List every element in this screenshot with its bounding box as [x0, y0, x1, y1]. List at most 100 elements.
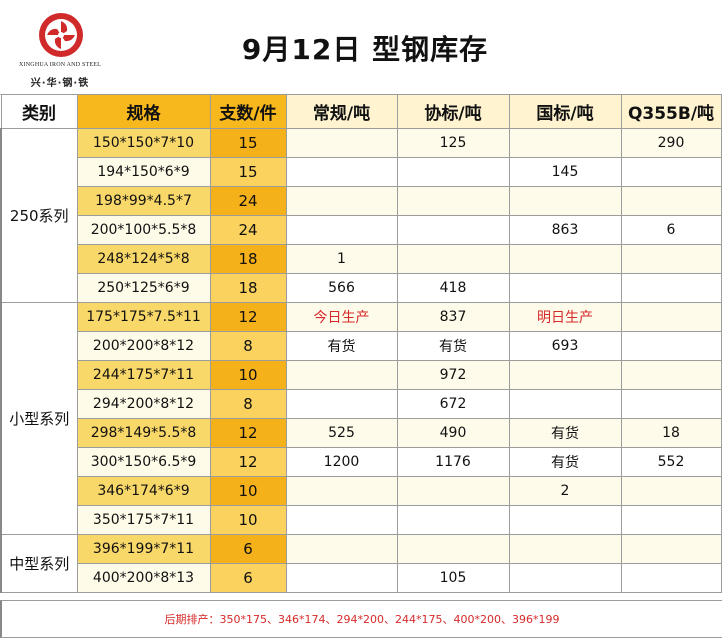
spec-cell: 396*199*7*11 — [76, 534, 211, 564]
footer-note: 后期排产：350*175、346*174、294*200、244*175、400… — [0, 600, 722, 638]
q355b-cell — [620, 389, 722, 419]
page-title: 9月12日 型钢库存 — [241, 33, 489, 66]
spec-cell: 200*100*5.5*8 — [76, 215, 211, 245]
header-q355b: Q355B/吨 — [620, 94, 722, 129]
q355b-cell — [620, 505, 722, 535]
header-row: 类别 规格 支数/件 常规/吨 协标/吨 国标/吨 Q355B/吨 — [0, 94, 722, 129]
table-row: 250系列 150*150*7*10 15 125 290 — [0, 128, 722, 303]
national-cell: 有货 — [508, 447, 622, 477]
national-cell: 有货 — [508, 418, 622, 448]
regular-cell: 1 — [285, 244, 398, 274]
spec-cell: 198*99*4.5*7 — [76, 186, 211, 216]
spec-cell: 175*175*7.5*11 — [76, 302, 211, 332]
association-cell: 125 — [396, 128, 510, 158]
category-cell: 250系列 — [0, 128, 78, 303]
association-cell — [396, 244, 510, 274]
spec-cell: 400*200*8*13 — [76, 563, 211, 593]
national-cell — [508, 389, 622, 419]
national-cell — [508, 534, 622, 564]
regular-cell: 1200 — [285, 447, 398, 477]
national-cell — [508, 505, 622, 535]
header-qty: 支数/件 — [209, 94, 287, 129]
brand-logo: XINGHUA IRON AND STEEL 兴·华·钢·铁 — [6, 6, 114, 90]
association-cell — [396, 186, 510, 216]
inventory-table: 类别 规格 支数/件 常规/吨 协标/吨 国标/吨 Q355B/吨 250系列 1… — [0, 94, 722, 593]
regular-cell — [285, 476, 398, 506]
qty-cell: 6 — [209, 563, 287, 593]
qty-cell: 6 — [209, 534, 287, 564]
spec-cell: 250*125*6*9 — [76, 273, 211, 303]
header: XINGHUA IRON AND STEEL 兴·华·钢·铁 9月12日 型钢库… — [0, 0, 722, 95]
table-row: 244*175*7*11 10 972 — [1, 360, 722, 390]
qty-cell: 12 — [209, 302, 287, 332]
qty-cell: 24 — [209, 186, 287, 216]
header-regular: 常规/吨 — [285, 94, 398, 129]
q355b-cell — [620, 244, 722, 274]
table-row: 294*200*8*12 8 672 — [1, 389, 722, 419]
qty-cell: 12 — [209, 418, 287, 448]
q355b-cell — [620, 186, 722, 216]
national-cell: 145 — [508, 157, 622, 187]
national-cell — [508, 128, 622, 158]
national-cell — [508, 563, 622, 593]
q355b-cell — [620, 360, 722, 390]
qty-cell: 18 — [209, 244, 287, 274]
regular-cell — [285, 360, 398, 390]
regular-cell — [285, 505, 398, 535]
association-cell: 837 — [396, 302, 510, 332]
national-cell — [508, 273, 622, 303]
table-row: 250*125*6*9 18 566 418 — [1, 273, 722, 303]
spec-cell: 350*175*7*11 — [76, 505, 211, 535]
qty-cell: 24 — [209, 215, 287, 245]
regular-cell — [285, 389, 398, 419]
table-body: 250系列 150*150*7*10 15 125 290 194*150*6*9 15 14… — [0, 128, 722, 593]
q355b-cell: 6 — [620, 215, 722, 245]
table-row: 198*99*4.5*7 24 — [1, 186, 722, 216]
association-cell — [396, 215, 510, 245]
regular-cell: 566 — [285, 273, 398, 303]
association-cell — [396, 157, 510, 187]
qty-cell: 18 — [209, 273, 287, 303]
association-cell — [396, 534, 510, 564]
national-cell: 863 — [508, 215, 622, 245]
regular-cell — [285, 563, 398, 593]
q355b-cell — [620, 331, 722, 361]
q355b-cell: 552 — [620, 447, 722, 477]
association-cell: 490 — [396, 418, 510, 448]
association-cell: 105 — [396, 563, 510, 593]
spec-cell: 300*150*6.5*9 — [76, 447, 211, 477]
national-cell — [508, 186, 622, 216]
regular-cell: 今日生产 — [285, 302, 398, 332]
q355b-cell — [620, 302, 722, 332]
table-row: 200*200*8*12 8 有货 有货 693 — [1, 331, 722, 361]
table-row: 200*100*5.5*8 24 863 6 — [1, 215, 722, 245]
table-row: 298*149*5.5*8 12 525 490 有货 18 — [1, 418, 722, 448]
brand-name-en: XINGHUA IRON AND STEEL — [19, 62, 101, 68]
regular-cell — [285, 157, 398, 187]
association-cell — [396, 505, 510, 535]
qty-cell: 15 — [209, 128, 287, 158]
spec-cell: 150*150*7*10 — [76, 128, 211, 158]
spec-cell: 346*174*6*9 — [76, 476, 211, 506]
spec-cell: 194*150*6*9 — [76, 157, 211, 187]
qty-cell: 8 — [209, 389, 287, 419]
table-row: 小型系列 175*175*7.5*11 12 今日生产 837 明日生产 — [0, 302, 722, 535]
association-cell: 972 — [396, 360, 510, 390]
logo-emblem-icon — [39, 13, 83, 57]
regular-cell — [285, 534, 398, 564]
inventory-table-wrapper: 类别 规格 支数/件 常规/吨 协标/吨 国标/吨 Q355B/吨 250系列 1… — [0, 94, 722, 593]
category-cell: 小型系列 — [0, 302, 78, 535]
regular-cell — [285, 186, 398, 216]
q355b-cell — [620, 273, 722, 303]
header-spec: 规格 — [76, 94, 211, 129]
footer-schedule-text: 后期排产：350*175、346*174、294*200、244*175、400… — [164, 613, 560, 626]
table-row: 300*150*6.5*9 12 1200 1176 有货 552 — [1, 447, 722, 477]
national-cell: 明日生产 — [508, 302, 622, 332]
national-cell — [508, 244, 622, 274]
spec-cell: 298*149*5.5*8 — [76, 418, 211, 448]
regular-cell: 有货 — [285, 331, 398, 361]
qty-cell: 10 — [209, 360, 287, 390]
regular-cell — [285, 128, 398, 158]
qty-cell: 15 — [209, 157, 287, 187]
